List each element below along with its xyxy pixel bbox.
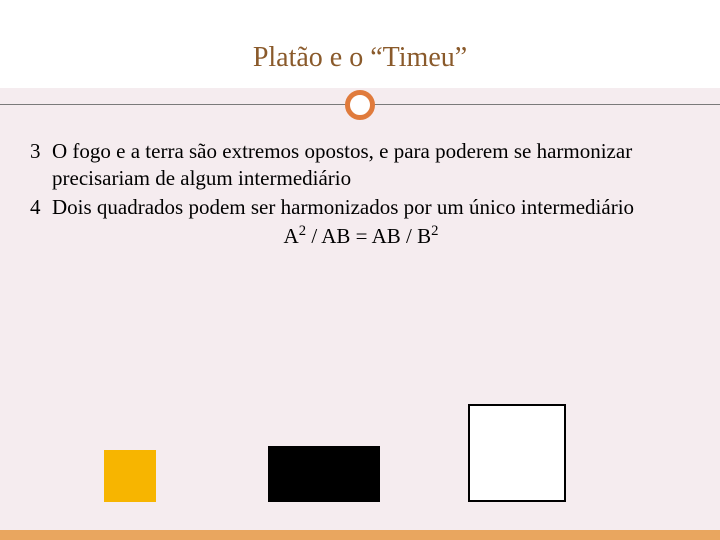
black-rectangle bbox=[268, 446, 380, 502]
content-area: 3 O fogo e a terra são extremos opostos,… bbox=[0, 88, 720, 530]
footer-band bbox=[0, 530, 720, 540]
title-area: Platão e o “Timeu” bbox=[0, 0, 720, 88]
outlined-square bbox=[468, 404, 566, 502]
body-text: 3 O fogo e a terra são extremos opostos,… bbox=[30, 138, 692, 250]
list-item: 3 O fogo e a terra são extremos opostos,… bbox=[30, 138, 692, 192]
item-number: 4 bbox=[30, 194, 52, 221]
divider bbox=[0, 88, 720, 124]
small-yellow-square bbox=[104, 450, 156, 502]
item-text: Dois quadrados podem ser harmonizados po… bbox=[52, 194, 692, 221]
item-text: O fogo e a terra são extremos opostos, e… bbox=[52, 138, 692, 192]
slide: 3 O fogo e a terra são extremos opostos,… bbox=[0, 0, 720, 540]
list-item: 4 Dois quadrados podem ser harmonizados … bbox=[30, 194, 692, 221]
shapes-row bbox=[0, 396, 720, 506]
page-title: Platão e o “Timeu” bbox=[253, 42, 467, 74]
formula: A2 / AB = AB / B2 bbox=[30, 223, 692, 250]
divider-circle-icon bbox=[345, 90, 375, 120]
item-number: 3 bbox=[30, 138, 52, 192]
